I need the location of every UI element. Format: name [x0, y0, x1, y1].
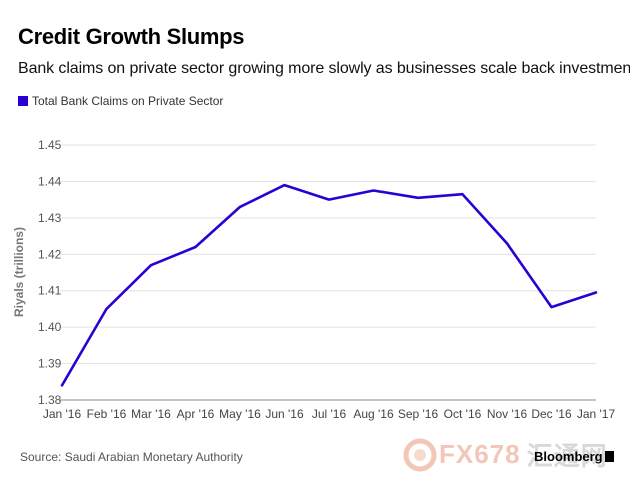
x-tick-label: Jul '16	[312, 407, 347, 421]
legend-swatch	[18, 96, 28, 106]
x-tick-label: Jun '16	[265, 407, 304, 421]
y-tick-label: 1.41	[38, 284, 62, 298]
x-tick-label: Jan '17	[577, 407, 616, 421]
source-note: Source: Saudi Arabian Monetary Authority	[20, 450, 243, 464]
y-tick-label: 1.39	[38, 357, 62, 371]
x-tick-label: Nov '16	[487, 407, 528, 421]
chart-subtitle: Bank claims on private sector growing mo…	[18, 60, 630, 77]
chart-title: Credit Growth Slumps	[18, 24, 245, 49]
bloomberg-logo: Bloomberg	[534, 449, 614, 464]
bloomberg-box-icon	[604, 451, 614, 462]
legend-label: Total Bank Claims on Private Sector	[32, 94, 224, 108]
x-tick-label: Jan '16	[43, 407, 82, 421]
y-tick-label: 1.45	[38, 138, 62, 152]
watermark-tail: 汇通网	[526, 441, 608, 471]
x-tick-label: Apr '16	[177, 407, 215, 421]
series-line	[60, 183, 598, 387]
fx678-logo-icon	[403, 438, 437, 471]
x-tick-label: Aug '16	[353, 407, 394, 421]
fx678-watermark: FX678 汇通网	[403, 436, 608, 473]
x-tick-label: Feb '16	[87, 407, 127, 421]
y-tick-label: 1.42	[38, 247, 62, 261]
y-axis-label: Riyals (trillions)	[12, 227, 26, 317]
legend: Total Bank Claims on Private Sector	[18, 94, 223, 108]
x-tick-label: Dec '16	[531, 407, 572, 421]
y-tick-label: 1.38	[38, 393, 62, 407]
y-tick-label: 1.44	[38, 174, 62, 188]
x-tick-label: Sep '16	[398, 407, 439, 421]
watermark-text: FX678	[439, 439, 521, 469]
x-tick-label: May '16	[219, 407, 261, 421]
y-tick-label: 1.40	[38, 320, 62, 334]
x-tick-label: Oct '16	[444, 407, 482, 421]
bloomberg-text: Bloomberg	[534, 449, 603, 464]
y-tick-label: 1.43	[38, 211, 62, 225]
x-tick-label: Mar '16	[131, 407, 171, 421]
